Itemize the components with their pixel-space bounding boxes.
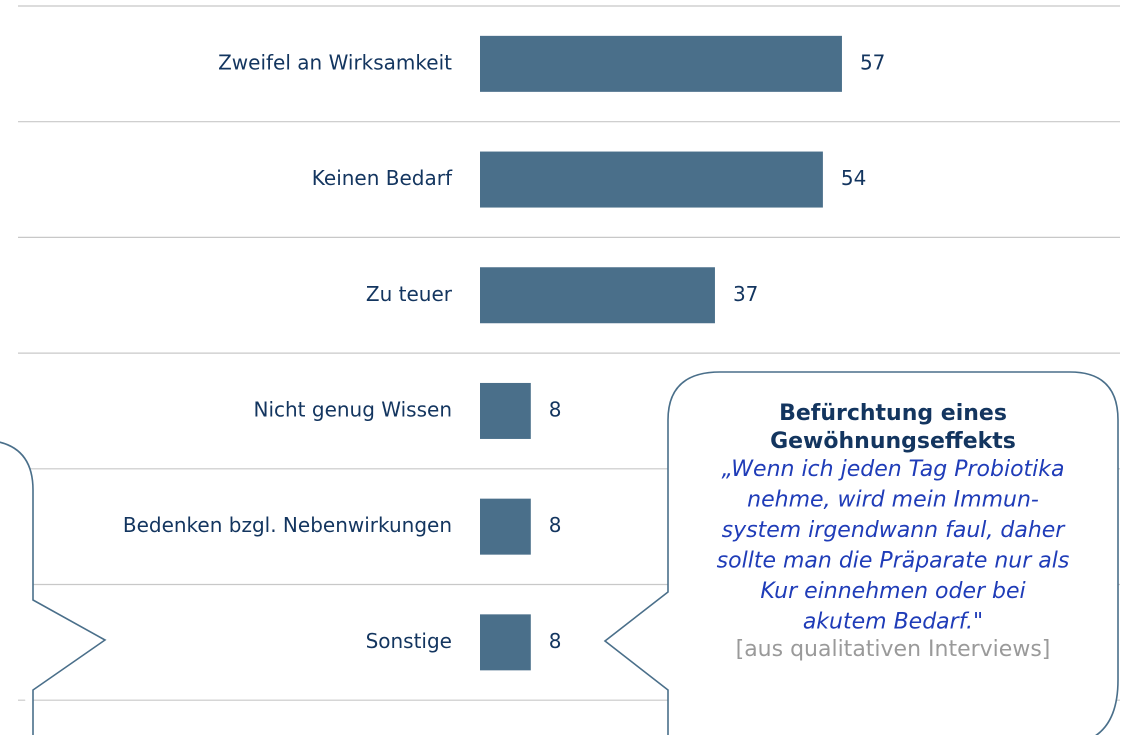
callout-title: Befürchtung eines	[779, 401, 1007, 426]
value-label: 54	[841, 166, 866, 190]
bar	[480, 614, 531, 671]
bar	[480, 151, 823, 208]
callout-quote: „Wenn ich jeden Tag Probiotika	[721, 457, 1064, 482]
value-label: 8	[549, 629, 562, 653]
value-label: 8	[549, 513, 562, 537]
category-label: Zweifel an Wirksamkeit	[218, 50, 452, 74]
callout-title: Gewöhnungseffekts	[770, 429, 1016, 454]
category-label: Sonstige	[366, 629, 452, 653]
category-label: Keinen Bedarf	[312, 166, 453, 190]
callout-quote: Kur einnehmen oder bei	[760, 579, 1025, 604]
category-label: Bedenken bzgl. Nebenwirkungen	[123, 513, 452, 537]
callout-quote: system irgendwann faul, daher	[722, 518, 1067, 543]
left-callout	[0, 441, 107, 735]
value-label: 37	[733, 282, 758, 306]
value-label: 57	[860, 50, 885, 74]
callout-quote: sollte man die Präparate nur als	[717, 549, 1070, 574]
bar	[480, 267, 715, 324]
callout-source: [aus qualitativen Interviews]	[736, 637, 1051, 662]
right-callout	[603, 371, 1119, 735]
bar	[480, 35, 842, 92]
category-label: Nicht genug Wissen	[253, 397, 452, 421]
callout-quote: nehme, wird mein Immun-	[747, 488, 1039, 513]
bar	[480, 498, 531, 555]
category-label: Zu teuer	[366, 282, 453, 306]
value-label: 8	[549, 397, 562, 421]
callout-quote: akutem Bedarf."	[803, 610, 983, 635]
bar	[480, 382, 531, 439]
